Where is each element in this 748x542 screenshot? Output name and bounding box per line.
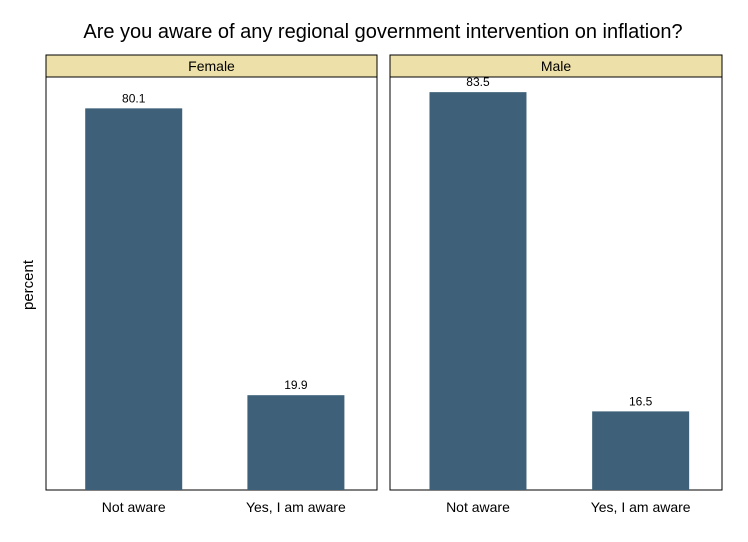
bar-label-male-1: 83.5 bbox=[466, 75, 490, 89]
x-tick-label-female-2: Yes, I am aware bbox=[246, 499, 346, 515]
x-tick-label-female-1: Not aware bbox=[102, 499, 166, 515]
panel-male: Male 83.5 Not aware 16.5 Yes, I am aware bbox=[389, 54, 723, 515]
panel-title-female: Female bbox=[188, 58, 235, 74]
chart-title: Are you aware of any regional government… bbox=[83, 21, 682, 43]
panel-title-male: Male bbox=[541, 58, 572, 74]
bar-female-2 bbox=[247, 395, 345, 490]
bar-male-2 bbox=[592, 411, 690, 490]
panel-female: Female 80.1 Not aware 19.9 Yes, I am aware bbox=[45, 54, 378, 515]
x-tick-label-male-2: Yes, I am aware bbox=[591, 499, 691, 515]
y-axis-label: percent bbox=[20, 259, 37, 310]
bar-label-female-1: 80.1 bbox=[122, 91, 146, 105]
x-tick-label-male-1: Not aware bbox=[446, 499, 510, 515]
bar-male-1 bbox=[429, 92, 527, 490]
bar-female-1 bbox=[85, 108, 183, 491]
bar-label-male-2: 16.5 bbox=[629, 394, 653, 408]
bar-label-female-2: 19.9 bbox=[284, 378, 308, 392]
